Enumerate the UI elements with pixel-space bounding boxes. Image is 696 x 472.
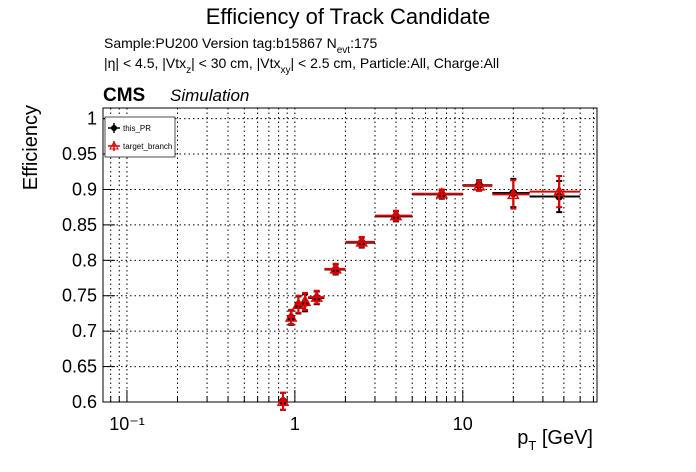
legend-marker	[109, 140, 119, 150]
x-title-text: [GeV]	[536, 427, 593, 449]
marker	[472, 179, 486, 191]
marker	[284, 310, 298, 322]
subtitle-text: :175	[350, 35, 377, 51]
y-tick-label: 0.9	[72, 179, 97, 199]
marker	[507, 187, 520, 200]
subtitle-text: |η| < 4.5, |Vtx	[104, 55, 186, 71]
y-tick-label: 0.75	[62, 286, 97, 306]
marker	[552, 185, 566, 197]
marker	[435, 187, 449, 199]
y-tick-label: 0.85	[62, 215, 97, 235]
subscript: xy	[280, 65, 290, 76]
subtitle-text: Sample:PU200 Version tag:b15867 N	[104, 35, 337, 51]
subtitle-text: | < 30 cm, |Vtx	[191, 55, 280, 71]
y-tick-label: 0.7	[72, 321, 97, 341]
x-axis-title: pT [GeV]	[517, 427, 593, 453]
experiment-note: Simulation	[170, 86, 249, 105]
marker	[389, 209, 403, 221]
legend-marker	[111, 125, 117, 131]
x-tick-label: 1	[290, 414, 300, 434]
subscript: z	[186, 65, 191, 76]
legend-box	[104, 116, 176, 158]
marker	[298, 294, 312, 307]
y-tick-label: 0.65	[62, 357, 97, 377]
marker	[276, 394, 290, 407]
x-tick-label: 10⁻¹	[109, 414, 145, 434]
legend-label: target_branch	[123, 142, 172, 151]
marker	[329, 262, 342, 274]
x-tick-label: 10	[453, 414, 473, 434]
y-tick-label: 0.6	[72, 392, 97, 412]
frame	[102, 107, 598, 403]
experiment: CMS	[103, 85, 145, 106]
y-axis-title: Efficiency	[20, 105, 42, 190]
legend-label: this_PR	[123, 124, 151, 133]
x-title-text: p	[517, 427, 528, 449]
marker	[310, 290, 324, 302]
marker	[355, 235, 368, 247]
subtitle: Sample:PU200 Version tag:b15867 Nevt:175	[104, 35, 378, 56]
y-tick-label: 0.8	[72, 250, 97, 270]
chart-title: Efficiency of Track Candidate	[206, 4, 491, 29]
y-tick-label: 0.95	[62, 144, 97, 164]
y-tick-label: 1	[87, 109, 97, 129]
subtitle: |η| < 4.5, |Vtxz| < 30 cm, |Vtxxy| < 2.5…	[104, 55, 499, 76]
subtitle-text: | < 2.5 cm, Particle:All, Charge:All	[290, 55, 499, 71]
subscript: evt	[337, 45, 351, 56]
subscript: T	[528, 438, 536, 453]
